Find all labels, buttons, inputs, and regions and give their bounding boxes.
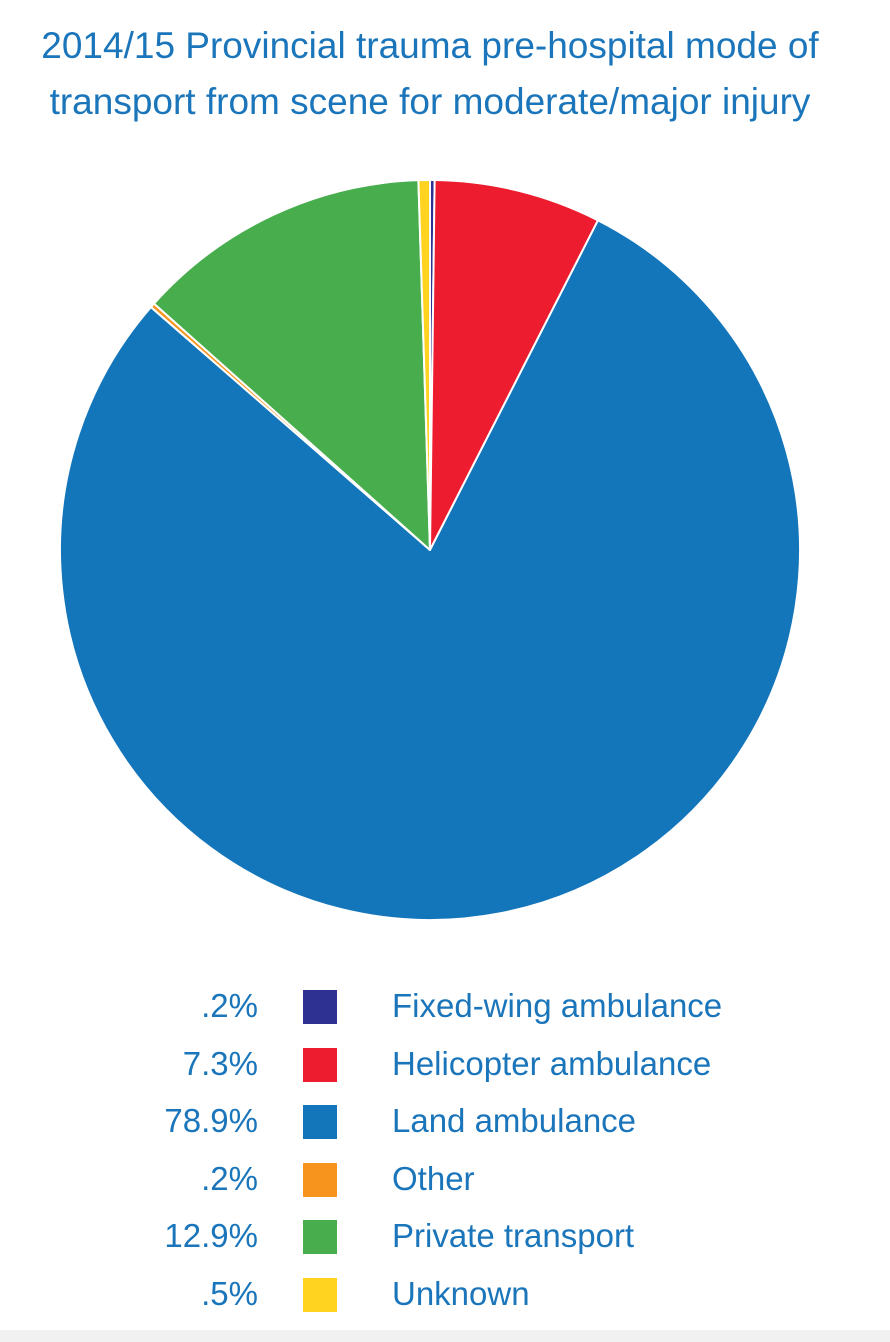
legend-value: 7.3% bbox=[182, 1044, 258, 1082]
chart-title: 2014/15 Provincial trauma pre-hospital m… bbox=[0, 18, 860, 130]
pie-slice-unknown bbox=[417, 179, 431, 551]
legend-item-other: .2% Other bbox=[0, 1151, 890, 1209]
chart-title-line-2: transport from scene for moderate/major … bbox=[49, 81, 811, 122]
legend-label: Helicopter ambulance bbox=[392, 1044, 712, 1082]
legend-label: Fixed-wing ambulance bbox=[392, 987, 723, 1024]
legend-value: 78.9% bbox=[164, 1102, 258, 1139]
pie-slice-land-ambulance bbox=[59, 219, 801, 921]
pie-slice-private-transport bbox=[153, 179, 431, 551]
legend-swatch bbox=[303, 1047, 337, 1082]
legend-swatch bbox=[303, 1277, 337, 1312]
legend-swatch bbox=[303, 1162, 337, 1197]
legend-item-helicopter-ambulance: 7.3% Helicopter ambulance bbox=[0, 1036, 890, 1094]
legend: .2% Fixed-wing ambulance 7.3% Helicopter… bbox=[0, 978, 890, 1323]
legend-swatch bbox=[303, 1105, 337, 1139]
bottom-divider bbox=[0, 1330, 890, 1342]
legend-item-unknown: .5% Unknown bbox=[0, 1266, 890, 1324]
legend-value: .2% bbox=[201, 1159, 258, 1197]
legend-label: Unknown bbox=[392, 1274, 530, 1312]
legend-swatch bbox=[303, 990, 337, 1024]
legend-swatch bbox=[303, 1220, 337, 1254]
legend-item-private-transport: 12.9% Private transport bbox=[0, 1208, 890, 1266]
legend-item-land-ambulance: 78.9% Land ambulance bbox=[0, 1093, 890, 1151]
chart-title-line-1: 2014/15 Provincial trauma pre-hospital m… bbox=[41, 25, 819, 66]
legend-label: Private transport bbox=[392, 1217, 635, 1254]
legend-value: .2% bbox=[201, 987, 258, 1024]
legend-label: Other bbox=[392, 1159, 475, 1197]
pie-chart bbox=[59, 178, 801, 921]
legend-value: .5% bbox=[201, 1274, 258, 1312]
legend-label: Land ambulance bbox=[392, 1102, 637, 1139]
pie-slice-helicopter-ambulance bbox=[429, 179, 599, 551]
legend-item-fixed-wing-ambulance: .2% Fixed-wing ambulance bbox=[0, 978, 890, 1036]
legend-value: 12.9% bbox=[164, 1217, 258, 1254]
